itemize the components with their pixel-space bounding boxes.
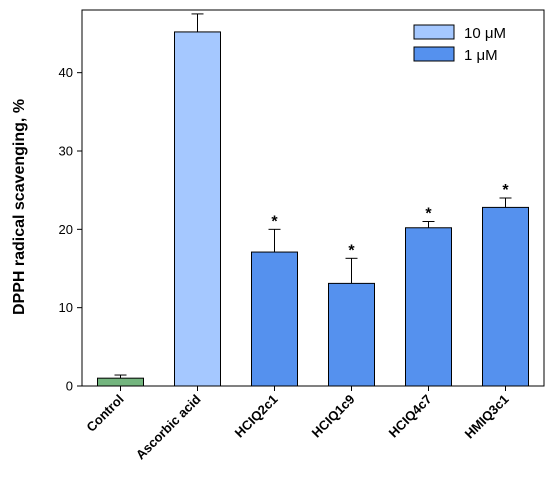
y-tick-label-3: 30 <box>59 144 73 159</box>
significance-marker-5: * <box>502 182 509 199</box>
error-bars-group <box>114 13 512 379</box>
legend: 10 μM 1 μM <box>413 24 506 64</box>
x-labels-group: Control Ascorbic acid HCIQ2c1 HCIQ1c9 HCIQ4c… <box>83 391 511 462</box>
y-tick-label-0: 0 <box>66 379 73 394</box>
bar-control <box>97 377 144 387</box>
x-tick-label-3: HCIQ1c9 <box>309 392 358 441</box>
y-tick-label-1: 10 <box>59 300 73 315</box>
significance-group: * * * * <box>271 182 509 259</box>
bar-hciq4c7 <box>405 227 452 387</box>
legend-label-1: 1 μM <box>464 47 498 64</box>
significance-marker-2: * <box>271 213 278 230</box>
x-tick-label-2: HCIQ2c1 <box>232 392 281 441</box>
bar-hciq1c9 <box>328 282 375 387</box>
significance-marker-3: * <box>348 242 355 259</box>
bar-hciq2c1 <box>251 251 298 387</box>
significance-marker-4: * <box>425 206 432 223</box>
bars-group <box>97 31 529 387</box>
x-tick-label-5: HMIQ3c1 <box>462 392 512 442</box>
legend-swatch-1 <box>413 46 455 62</box>
y-tick-label-4: 40 <box>59 65 73 80</box>
bar-hmiq3c1 <box>482 206 529 387</box>
x-tick-label-0: Control <box>83 392 126 435</box>
legend-label-0: 10 μM <box>464 25 506 42</box>
y-axis-title: DPPH radical scavenging, % <box>11 99 28 315</box>
y-ticks-group: 0 10 20 30 40 <box>59 65 82 394</box>
x-tick-label-4: HCIQ4c7 <box>386 392 435 441</box>
x-tick-label-1: Ascorbic acid <box>133 391 204 462</box>
axes-group <box>81 9 545 391</box>
y-tick-label-2: 20 <box>59 222 73 237</box>
bar-ascorbic-acid <box>174 31 221 387</box>
plot-frame <box>81 9 545 387</box>
legend-swatch-0 <box>413 24 455 40</box>
